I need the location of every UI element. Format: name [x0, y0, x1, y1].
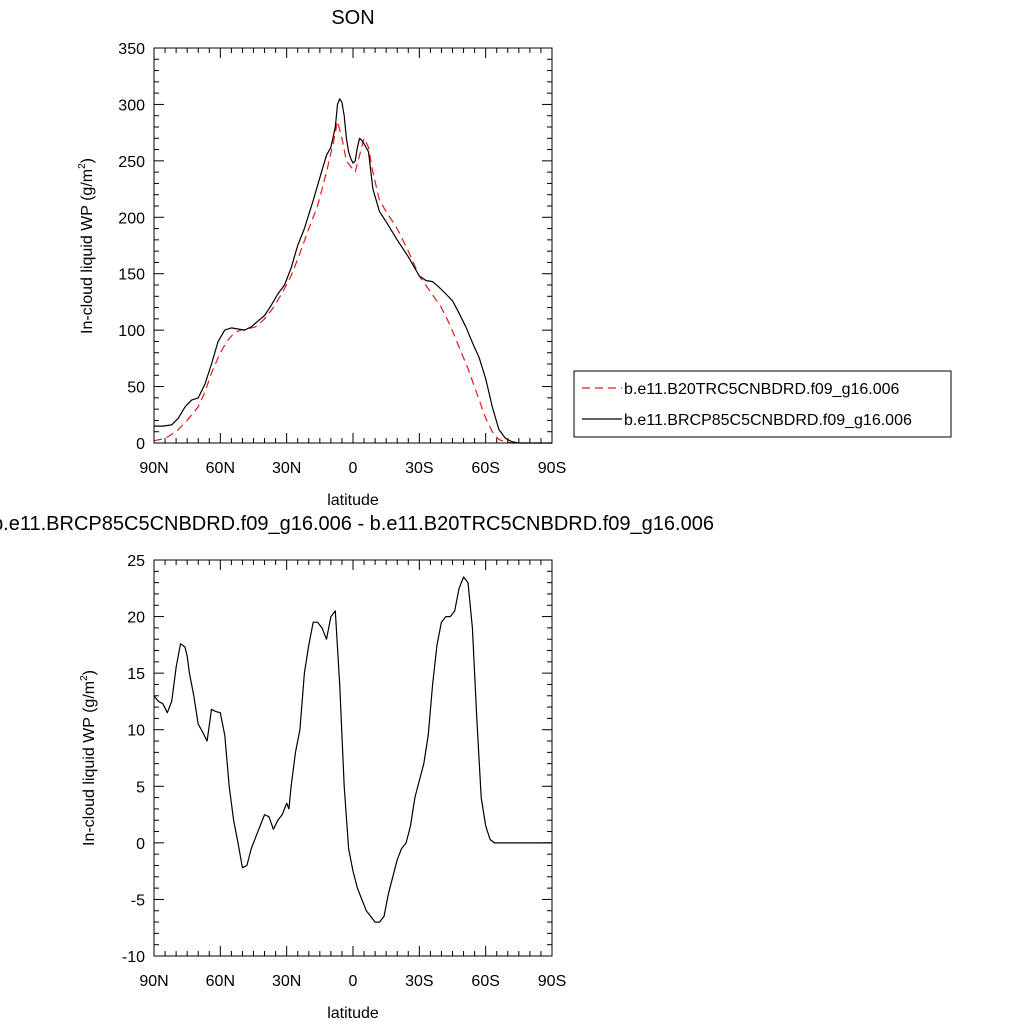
bottom-y-axis-label: In-cloud liquid WP (g/m2): [79, 670, 98, 846]
top-panel: SON 90N 60N 30N 0 30S 60S 90S 0 50 100 150 200 250 3…: [77, 7, 566, 509]
y-tick-label: 15: [127, 666, 145, 683]
y-tick-label: 350: [118, 41, 145, 58]
top-x-tick-labels: 90N 60N 30N 0 30S 60S 90S: [139, 460, 566, 477]
series-line-black-solid: [153, 576, 552, 923]
top-y-tick-labels: 0 50 100 150 200 250 300 350: [118, 41, 145, 453]
x-tick-label: 30N: [272, 973, 301, 990]
top-series-lines: [153, 98, 552, 444]
series-line-red-dashed: [153, 120, 552, 444]
y-tick-label: 20: [127, 610, 145, 627]
bottom-series-lines: [153, 576, 552, 923]
x-tick-label: 0: [349, 460, 358, 477]
y-tick-label: 300: [118, 97, 145, 114]
y-tick-label: 250: [118, 154, 145, 171]
bottom-x-tick-labels: 90N 60N 30N 0 30S 60S 90S: [139, 973, 566, 990]
bottom-chart-title: b.e11.BRCP85C5CNBDRD.f09_g16.006 - b.e11…: [0, 513, 714, 535]
bottom-plot-frame: [153, 559, 553, 957]
y-tick-label: 150: [118, 267, 145, 284]
top-plot-frame: [153, 47, 553, 444]
x-tick-label: 30N: [272, 460, 301, 477]
x-tick-label: 90S: [538, 973, 566, 990]
bottom-y-axis-label-main: In-cloud liquid WP (g/m: [81, 681, 98, 846]
y-tick-label: 50: [127, 380, 145, 397]
top-y-axis-label: In-cloud liquid WP (g/m2): [77, 158, 96, 334]
x-tick-label: 30S: [405, 460, 433, 477]
y-tick-label: 5: [136, 779, 145, 796]
top-chart-title: SON: [331, 7, 374, 29]
top-y-axis-label-close: ): [79, 158, 96, 163]
x-tick-label: 90N: [139, 973, 168, 990]
legend: b.e11.B20TRC5CNBDRD.f09_g16.006 b.e11.BR…: [573, 370, 952, 438]
bottom-panel: b.e11.BRCP85C5CNBDRD.f09_g16.006 - b.e11…: [0, 513, 714, 1022]
top-y-axis-label-main: In-cloud liquid WP (g/m: [79, 169, 96, 334]
y-tick-label: 10: [127, 723, 145, 740]
bottom-x-axis-label: latitude: [327, 1005, 379, 1022]
bottom-y-axis-label-close: ): [81, 670, 98, 675]
top-ticks: [153, 47, 553, 444]
bottom-y-tick-labels: -10 -5 0 5 10 15 20 25: [122, 553, 145, 966]
x-tick-label: 60S: [471, 973, 499, 990]
y-tick-label: 100: [118, 323, 145, 340]
bottom-ticks: [153, 559, 553, 957]
bottom-y-axis-label-superscript: 2: [79, 675, 90, 681]
x-tick-label: 60N: [206, 973, 235, 990]
y-tick-label: 25: [127, 553, 145, 570]
y-tick-label: -5: [131, 892, 145, 909]
x-tick-label: 60N: [206, 460, 235, 477]
top-x-axis-label: latitude: [327, 492, 379, 509]
legend-entry-b20trc: b.e11.B20TRC5CNBDRD.f09_g16.006: [624, 381, 900, 398]
x-tick-label: 90S: [538, 460, 566, 477]
x-tick-label: 30S: [405, 973, 433, 990]
legend-entry-brcp85: b.e11.BRCP85C5CNBDRD.f09_g16.006: [624, 412, 912, 429]
x-tick-label: 0: [349, 973, 358, 990]
series-line-black-solid: [154, 98, 552, 444]
y-tick-label: 0: [136, 836, 145, 853]
y-tick-label: -10: [122, 949, 145, 966]
top-y-axis-label-superscript: 2: [77, 163, 88, 169]
legend-frame: [573, 370, 952, 438]
x-tick-label: 60S: [471, 460, 499, 477]
x-tick-label: 90N: [139, 460, 168, 477]
y-tick-label: 200: [118, 210, 145, 227]
y-tick-label: 0: [136, 436, 145, 453]
